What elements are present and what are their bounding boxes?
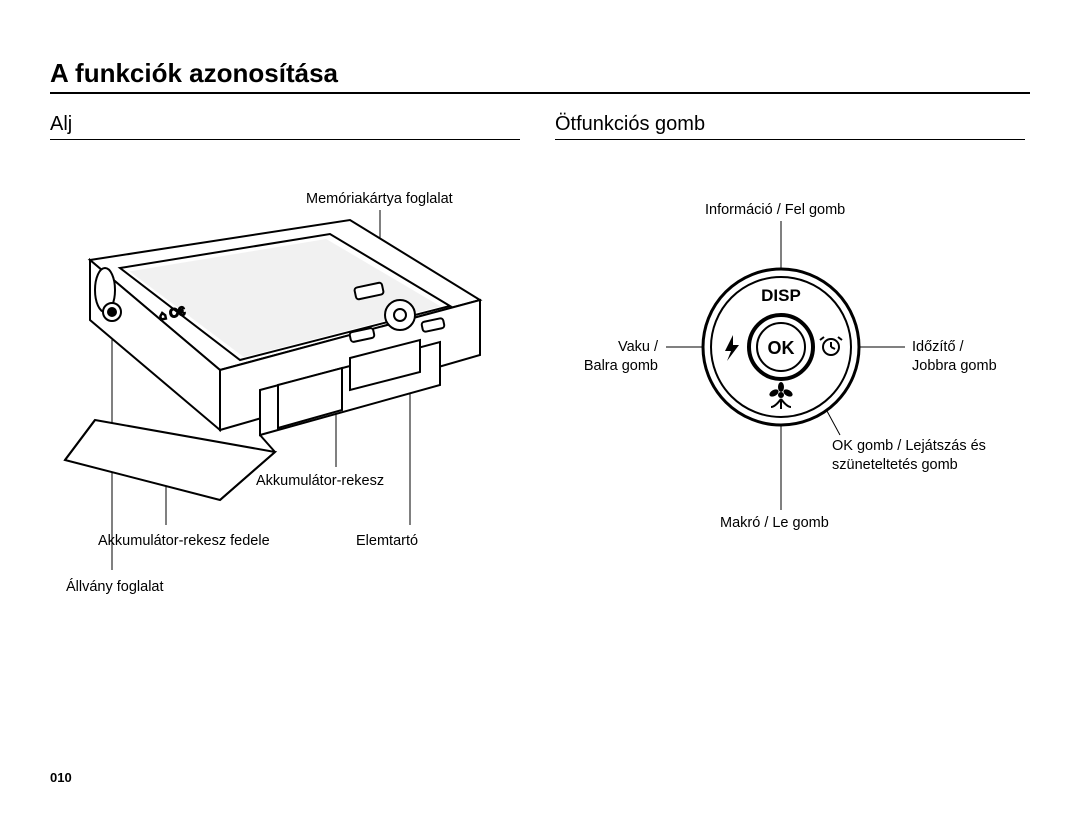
page-number: 010 — [50, 770, 72, 785]
label-macro-down: Makró / Le gomb — [720, 514, 829, 533]
left-heading-rule — [50, 139, 520, 140]
right-heading: Ötfunkciós gomb — [555, 113, 705, 136]
right-heading-rule — [555, 139, 1025, 140]
label-tripod-socket: Állvány foglalat — [66, 578, 164, 597]
label-memory-slot: Memóriakártya foglalat — [306, 190, 453, 209]
title-rule — [50, 92, 1030, 94]
label-flash-left-a: Vaku / — [598, 338, 658, 357]
dial-ok-text: OK — [768, 338, 795, 358]
label-timer-right-a: Időzítő / — [912, 338, 964, 357]
left-heading: Alj — [50, 113, 72, 136]
camera-diagram: ⌂ C€ — [50, 160, 530, 590]
dial-disp-text: DISP — [761, 286, 801, 305]
page-title: A funkciók azonosítása — [50, 58, 338, 89]
label-battery-cover: Akkumulátor-rekesz fedele — [98, 532, 270, 551]
label-battery-chamber: Akkumulátor-rekesz — [256, 472, 384, 491]
label-battery-holder: Elemtartó — [356, 532, 418, 551]
label-flash-left-b: Balra gomb — [571, 357, 658, 376]
label-ok-play-b: szüneteltetés gomb — [832, 456, 958, 475]
label-timer-right-b: Jobbra gomb — [912, 357, 997, 376]
label-ok-play-a: OK gomb / Lejátszás és — [832, 437, 986, 456]
label-info-up: Információ / Fel gomb — [705, 201, 845, 220]
